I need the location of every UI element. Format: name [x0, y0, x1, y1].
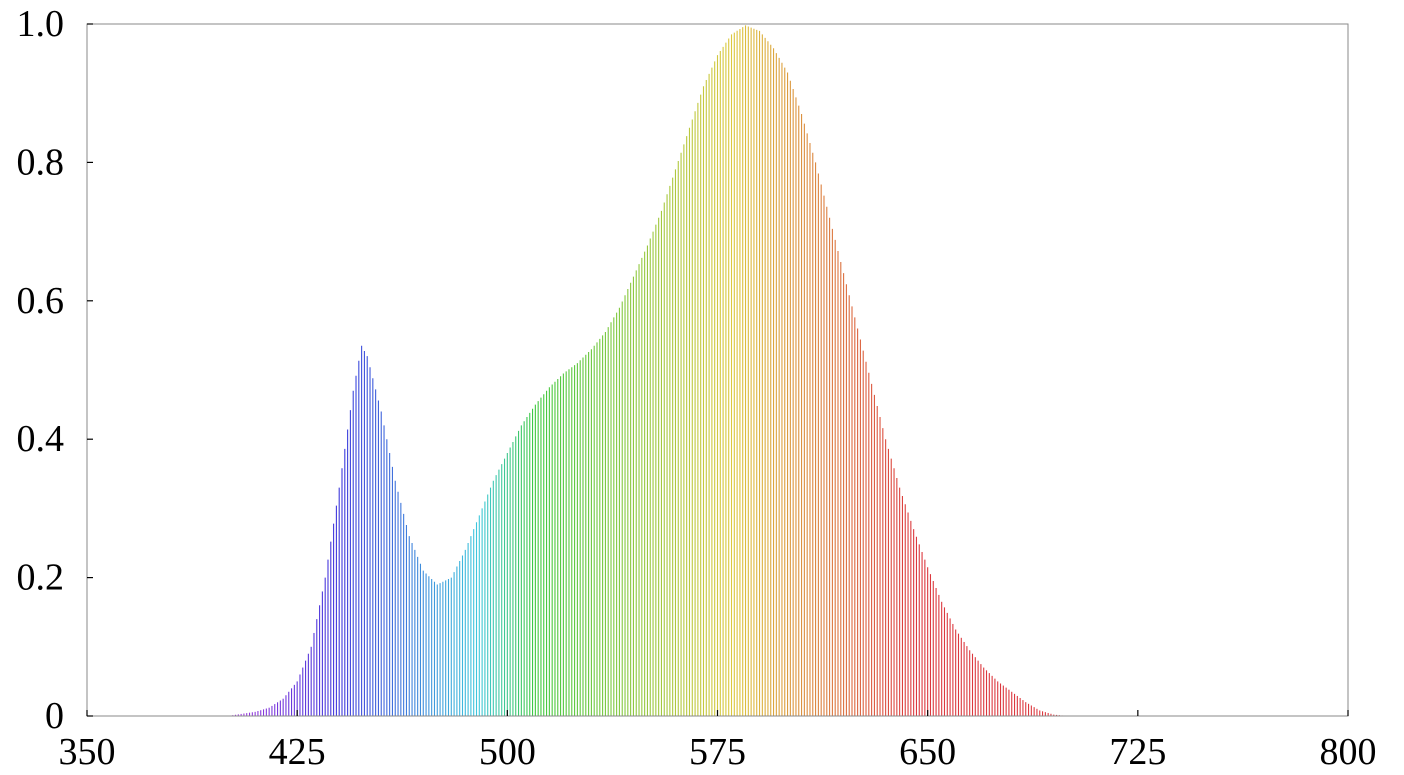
y-tick-label: 0 — [45, 695, 64, 737]
x-tick-label: 575 — [689, 731, 746, 773]
x-tick-label: 725 — [1109, 731, 1166, 773]
x-tick-label: 425 — [269, 731, 326, 773]
x-tick-label: 800 — [1320, 731, 1377, 773]
y-tick-label: 0.6 — [17, 280, 65, 322]
x-tick-label: 650 — [899, 731, 956, 773]
y-axis: 0 0.2 0.4 0.6 0.8 1.0 — [17, 3, 93, 737]
x-axis: 350 425 500 575 650 725 800 — [59, 710, 1377, 773]
spectrum-bars — [229, 25, 1063, 716]
x-tick-label: 500 — [479, 731, 536, 773]
y-tick-label: 0.4 — [17, 418, 65, 460]
y-tick-label: 1.0 — [17, 3, 65, 45]
y-tick-label: 0.2 — [17, 557, 65, 599]
y-tick-label: 0.8 — [17, 141, 65, 183]
x-tick-label: 350 — [59, 731, 116, 773]
